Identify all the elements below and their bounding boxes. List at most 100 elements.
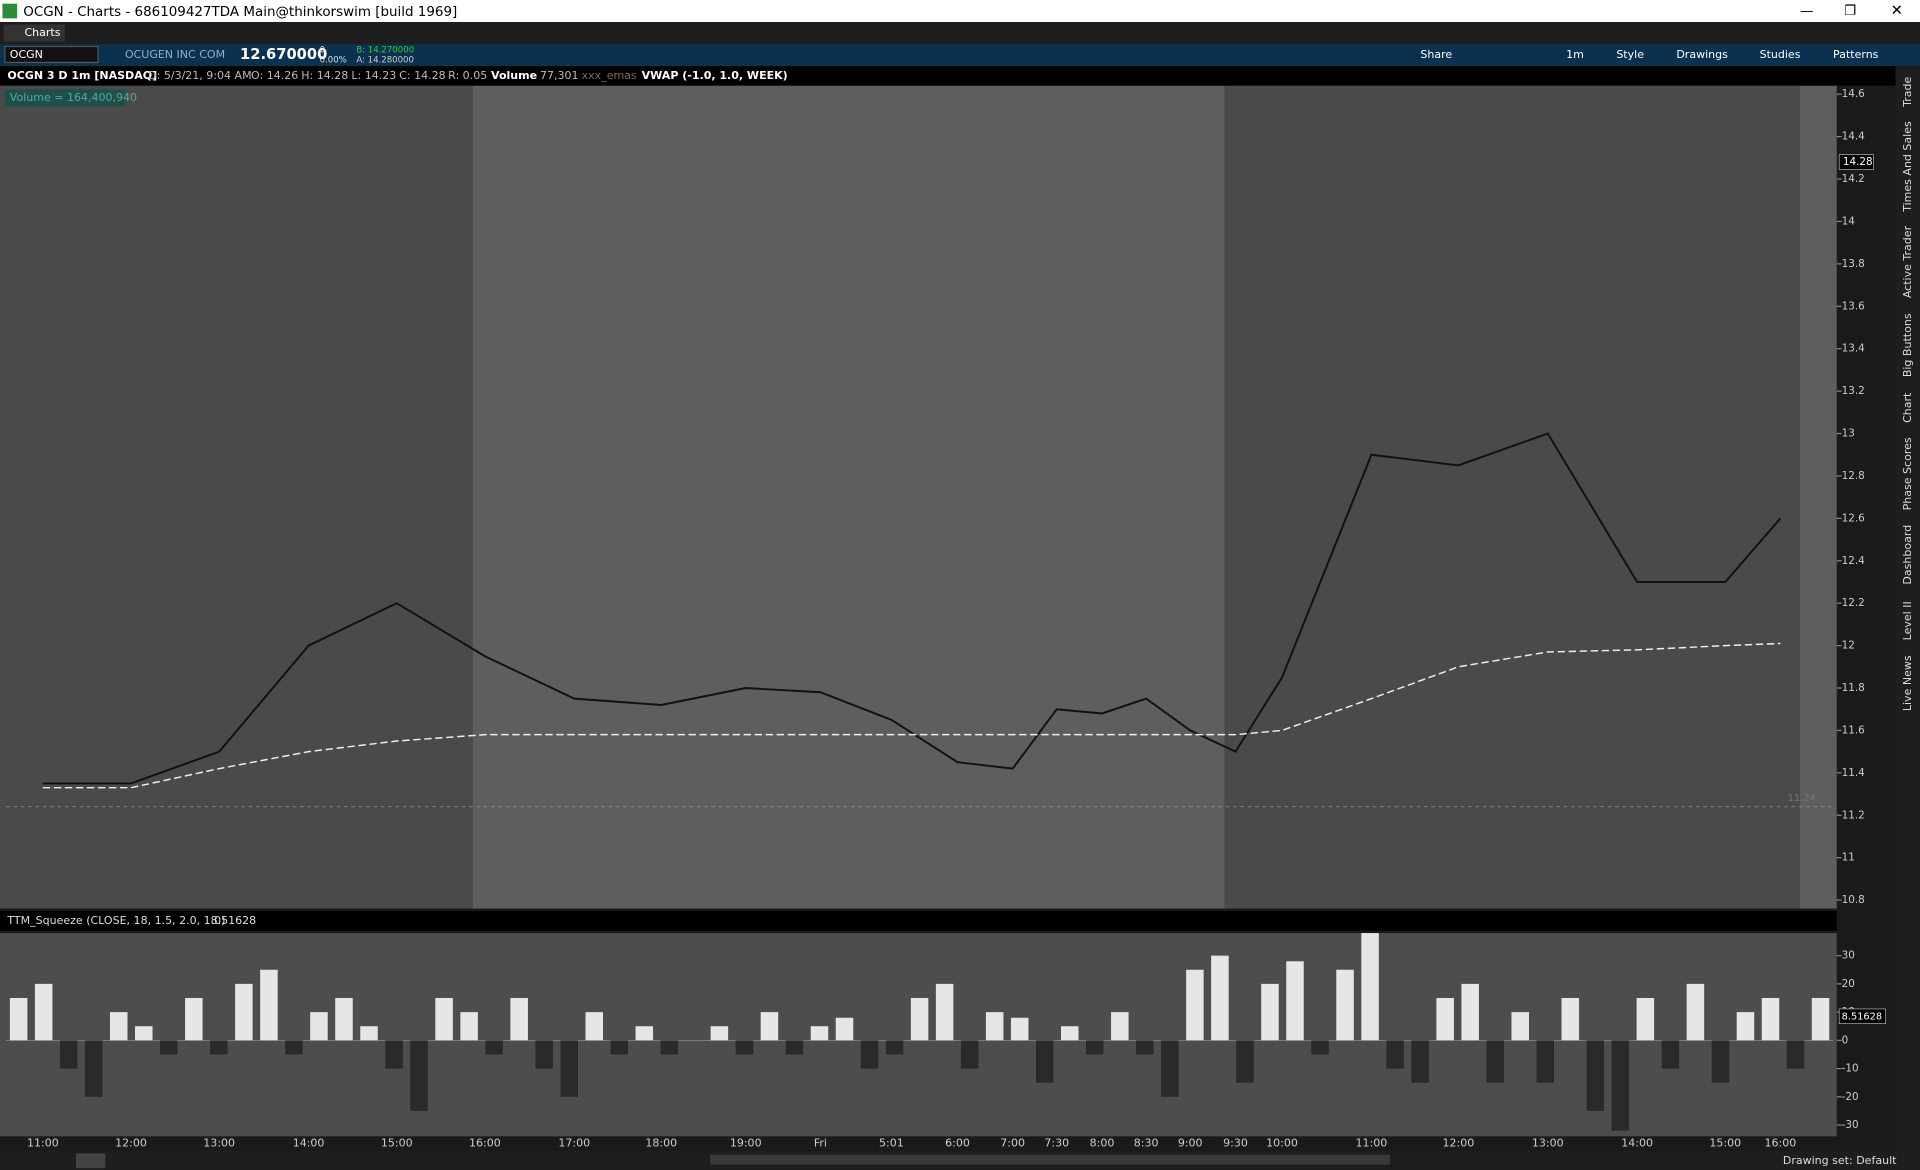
x-tick-label: 19:00 — [730, 1137, 762, 1150]
y-tick-label: 12.4 — [1842, 555, 1866, 567]
last-price-marker: 14.28 — [1843, 156, 1873, 168]
squeeze-bar — [1811, 997, 1830, 1041]
squeeze-bar — [1436, 997, 1454, 1041]
sidebar-tab[interactable]: Dashboard — [1901, 525, 1914, 585]
squeeze-bar — [34, 983, 53, 1041]
header-item: VWAP (-1.0, 1.0, WEEK) — [642, 69, 788, 82]
symbol-box[interactable] — [4, 45, 99, 64]
minimize[interactable]: — — [1800, 4, 1813, 19]
squeeze-bar — [9, 997, 28, 1041]
restore[interactable]: ❐ — [1844, 4, 1856, 19]
x-tick-label: 14:00 — [293, 1137, 325, 1150]
price-line — [42, 432, 1782, 785]
x-tick-label: 8:30 — [1134, 1137, 1159, 1150]
x-tick-label: 16:00 — [469, 1137, 501, 1150]
toolbar-button[interactable]: Share — [1420, 48, 1452, 61]
squeeze-bar — [885, 1040, 904, 1055]
change: 0 — [320, 46, 325, 56]
squeeze-bar — [1661, 1040, 1680, 1069]
y-tick-label: -30 — [1842, 1119, 1859, 1131]
scrollbar[interactable] — [710, 1154, 1390, 1165]
y-tick-label: 11.2 — [1842, 809, 1865, 821]
y-tick-label: 11.8 — [1842, 682, 1865, 694]
toolbar-button[interactable]: Patterns — [1833, 48, 1879, 61]
x-tick-label: 5:01 — [879, 1137, 904, 1150]
squeeze-bar — [585, 1012, 604, 1041]
toolbar-button[interactable]: 1m — [1566, 48, 1584, 61]
y-tick-label: 11.4 — [1842, 767, 1866, 779]
tab-label[interactable]: Charts — [24, 26, 60, 39]
x-tick-label: 7:30 — [1044, 1137, 1069, 1150]
sidebar-tab[interactable]: Chart — [1901, 392, 1914, 423]
sidebar-tab[interactable]: Trade — [1901, 77, 1914, 108]
status-text: Drawing set: Default — [1783, 1154, 1897, 1167]
toolbar-button[interactable]: Drawings — [1676, 48, 1728, 61]
x-tick-label: 10:00 — [1266, 1137, 1298, 1150]
x-tick-label: 9:30 — [1223, 1137, 1248, 1150]
x-tick-label: 13:00 — [203, 1137, 235, 1150]
close[interactable]: ✕ — [1891, 2, 1903, 19]
toolbar-button[interactable]: Style — [1616, 48, 1644, 61]
squeeze-bar — [260, 969, 278, 1041]
bid: B: 14.270000 — [356, 46, 414, 56]
last-price: 12.670000 — [240, 46, 327, 63]
last-price-box — [1838, 154, 1874, 170]
squeeze-bar — [435, 997, 453, 1041]
tab[interactable] — [3, 24, 65, 42]
y-tick-label: -10 — [1842, 1063, 1859, 1075]
y-tick-label: 14.6 — [1842, 88, 1865, 100]
squeeze-bar — [560, 1040, 578, 1097]
squeeze-bar — [1035, 1040, 1054, 1083]
y-tick-label: 30 — [1842, 950, 1855, 962]
x-tick-label: 16:00 — [1765, 1137, 1797, 1150]
squeeze-bar — [160, 1040, 178, 1055]
squeeze-bar — [935, 983, 954, 1041]
quote-bar — [0, 44, 1920, 67]
session-shade — [1224, 85, 1800, 909]
squeeze-bar — [1286, 961, 1304, 1041]
squeeze-bar — [84, 1040, 103, 1097]
expand-button[interactable] — [75, 1153, 106, 1169]
squeeze-bar — [1411, 1040, 1429, 1083]
sidebar-tab[interactable]: Level II — [1901, 601, 1914, 640]
header-item: H: 14.28 — [301, 69, 348, 82]
header-item: R: 0.05 — [448, 69, 487, 82]
squeeze-bar — [1111, 1012, 1129, 1041]
x-tick-label: 13:00 — [1532, 1137, 1564, 1150]
header-item: Volume — [491, 69, 537, 82]
squeeze-bar — [1736, 1012, 1755, 1041]
squeeze-bar — [760, 1012, 779, 1041]
session-shade — [1800, 85, 1837, 909]
y-tick-label: 13.2 — [1842, 385, 1865, 397]
y-tick-label: 10.8 — [1842, 894, 1865, 906]
squeeze-bar — [985, 1012, 1004, 1041]
y-tick-label: 13.4 — [1842, 343, 1866, 355]
squeeze-bar — [1236, 1040, 1254, 1083]
description: OCUGEN INC COM — [125, 48, 225, 61]
sidebar-tab[interactable]: Big Buttons — [1901, 313, 1914, 377]
x-tick-label: 18:00 — [645, 1137, 677, 1150]
volume-box — [4, 89, 125, 107]
toolbar-button[interactable]: Studies — [1760, 48, 1801, 61]
squeeze-bar — [1686, 983, 1705, 1041]
sidebar-tab[interactable]: Times And Sales — [1901, 121, 1914, 213]
squeeze-bar — [1336, 969, 1354, 1041]
symbol[interactable]: OCGN — [10, 48, 43, 61]
squeeze-bar — [1561, 997, 1580, 1041]
x-tick-label: 9:00 — [1178, 1137, 1203, 1150]
squeeze-bar — [1511, 1012, 1529, 1041]
squeeze-bar — [1161, 1040, 1179, 1097]
squeeze-bar — [735, 1040, 754, 1055]
x-tick-label: 8:00 — [1090, 1137, 1115, 1150]
squeeze-bar — [1461, 983, 1479, 1041]
y-tick-label: 13.8 — [1842, 258, 1865, 270]
sidebar-tab[interactable]: Active Trader — [1901, 225, 1914, 298]
header-item: L: 14.23 — [351, 69, 396, 82]
x-tick-label: 12:00 — [115, 1137, 147, 1150]
squeeze-bar — [1136, 1040, 1154, 1055]
change-pct: 0.00% — [320, 56, 347, 66]
sidebar-tab[interactable]: Phase Scores — [1901, 437, 1914, 510]
sidebar-tab[interactable]: Live News — [1901, 655, 1914, 711]
squeeze-bar — [860, 1040, 879, 1069]
